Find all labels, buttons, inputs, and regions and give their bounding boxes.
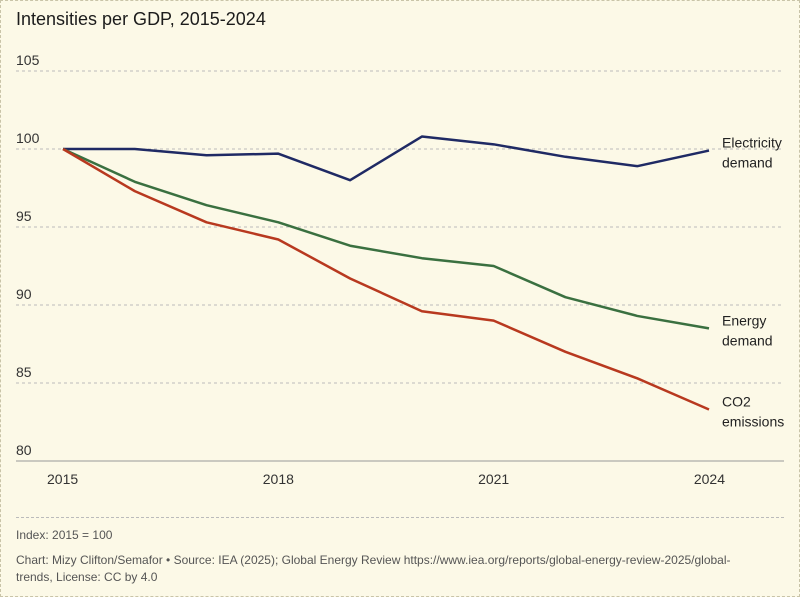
y-tick-label: 105: [16, 52, 40, 68]
series-label: demand: [722, 155, 773, 171]
x-tick-label: 2015: [47, 471, 78, 487]
x-tick-label: 2024: [694, 471, 725, 487]
chart-title: Intensities per GDP, 2015-2024: [16, 9, 266, 29]
y-tick-label: 100: [16, 130, 40, 146]
x-tick-label: 2021: [478, 471, 509, 487]
source-credit: Chart: Mizy Clifton/Semafor • Source: IE…: [16, 553, 731, 584]
series-label: demand: [722, 332, 773, 348]
index-note: Index: 2015 = 100: [16, 528, 113, 542]
series-label: Energy: [722, 312, 766, 328]
y-tick-label: 80: [16, 442, 32, 458]
series-line-co2-emissions: [62, 147, 710, 411]
series-label: Electricity: [722, 135, 782, 151]
series-line-energy-demand: [62, 147, 710, 330]
footer-divider: [16, 517, 784, 518]
y-tick-label: 85: [16, 364, 32, 380]
y-tick-label: 95: [16, 208, 32, 224]
y-tick-label: 90: [16, 286, 32, 302]
series-label: CO2: [722, 394, 751, 410]
x-tick-label: 2018: [263, 471, 294, 487]
series-line-electricity-demand: [63, 135, 710, 182]
series-label: emissions: [722, 414, 784, 430]
